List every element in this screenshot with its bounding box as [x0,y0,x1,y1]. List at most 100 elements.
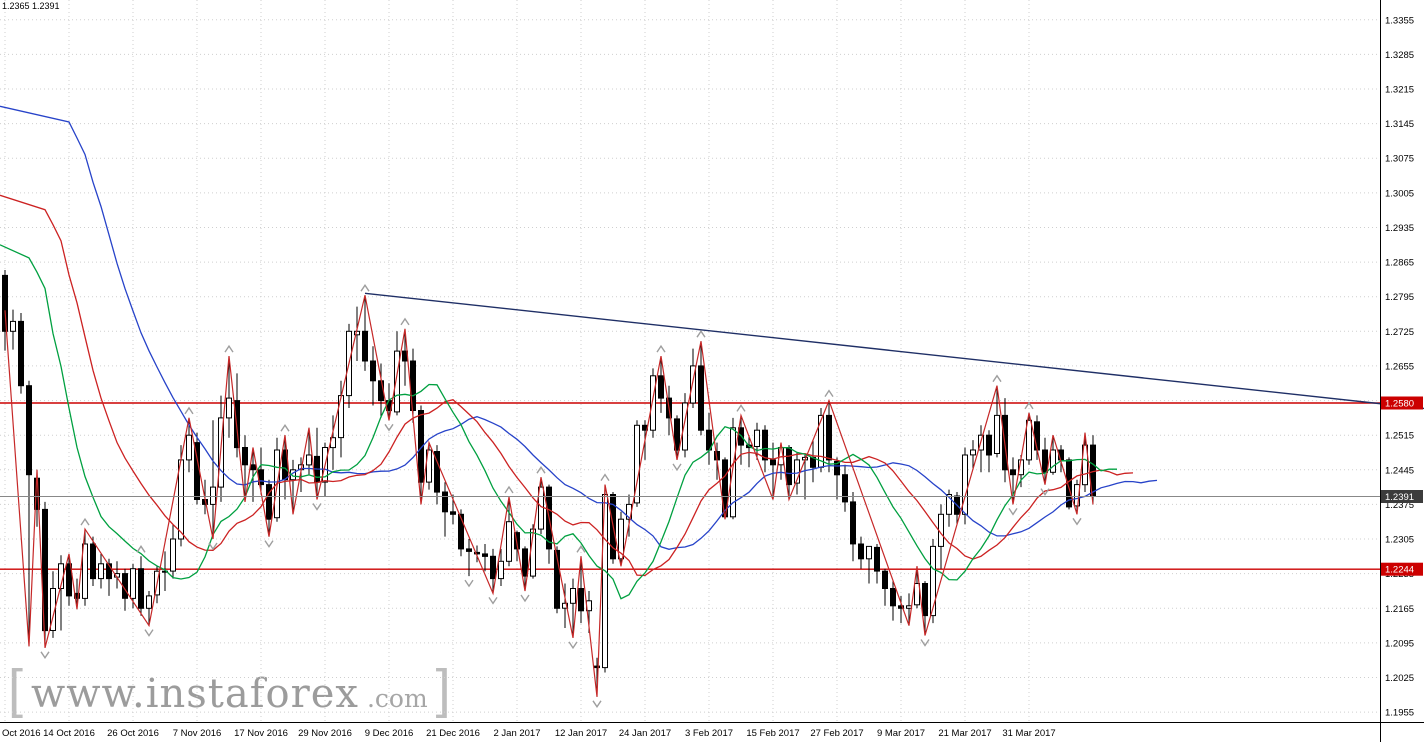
svg-text:1.2244: 1.2244 [1385,565,1414,576]
price-tick-label: 1.2655 [1385,361,1414,372]
price-tick-label: 1.2305 [1385,535,1414,546]
instaforex-watermark: [ www.instaforex .com ] [8,662,451,717]
svg-text:1.2580: 1.2580 [1385,399,1414,410]
candle [1050,435,1056,475]
candle [170,524,176,579]
candle [498,548,504,586]
candle [842,464,848,512]
date-tick-label: 17 Nov 2016 [234,728,288,739]
date-tick-label: 7 Nov 2016 [173,728,222,739]
date-tick-label: 12 Jan 2017 [555,728,607,739]
watermark-open-bracket: [ [8,659,24,719]
candle [1082,432,1088,492]
price-tick-label: 1.2095 [1385,638,1414,649]
price-tick-label: 1.2165 [1385,604,1414,615]
candles-layer [2,270,1096,697]
candle [66,553,72,606]
candle [98,553,104,589]
fractal-up-icon [696,329,706,338]
candle [1026,412,1032,465]
candle [274,437,280,522]
price-tick-label: 1.1955 [1385,708,1414,719]
candle [634,420,640,507]
price-tick-label: 1.3005 [1385,188,1414,199]
candle [650,368,656,438]
date-tick-label: 21 Mar 2017 [938,728,991,739]
candle [50,571,56,638]
fractal-down-icon [208,542,218,551]
date-tick-label: 14 Oct 2016 [43,728,95,739]
fractal-up-icon [536,465,546,474]
candle [386,383,392,421]
candle [682,393,688,458]
candle [882,568,888,606]
watermark-domain: www.instaforex [31,671,359,717]
price-tick-label: 1.3355 [1385,15,1414,26]
fractal-up-icon [184,406,194,415]
candle [242,435,248,502]
fractal-up-icon [224,344,234,353]
candle [970,440,976,470]
candle [522,546,528,591]
candle [738,415,744,465]
candle [874,544,880,584]
candle [306,427,312,475]
candle [466,539,472,577]
date-tick-label: 29 Nov 2016 [298,728,352,739]
candle [186,417,192,473]
svg-text:1.2391: 1.2391 [1385,492,1414,503]
candle [826,400,832,473]
fractal-down-icon [488,597,498,605]
fractal-up-icon [80,517,90,526]
price-tick-label: 1.3285 [1385,50,1414,61]
price-tick-label: 1.3075 [1385,154,1414,165]
date-tick-label: 3 Feb 2017 [685,728,733,739]
price-tick-label: 1.2935 [1385,223,1414,234]
candle [914,566,920,609]
fractal-up-icon [824,389,834,397]
price-tick-label: 1.3145 [1385,119,1414,130]
candle [994,385,1000,458]
fractal-down-icon [1072,517,1082,526]
date-tick-label: 26 Oct 2016 [107,728,159,739]
date-tick-label: 31 Mar 2017 [1002,728,1055,739]
alligator-jaw-line [0,105,1158,550]
candle [442,482,448,537]
candle [858,536,864,569]
price-tick-label: 1.2515 [1385,431,1414,442]
candle [1034,415,1040,460]
level-price-badge: 1.2244 [1381,562,1423,576]
candle [10,309,16,350]
level-price-badge: 1.2580 [1381,396,1423,410]
candle [258,447,264,495]
fractal-up-icon [280,423,290,432]
watermark-tld: .com [366,684,428,713]
fractal-up-icon [360,283,370,292]
fractal-down-icon [40,651,50,660]
fractal-down-icon [1040,488,1050,496]
candle [866,545,872,584]
fractal-down-icon [520,594,530,603]
candle [506,497,512,567]
candle [370,346,376,406]
fractal-up-icon [136,545,146,553]
candle [482,544,488,572]
horizontal-level-lines [0,402,1380,570]
candle [946,489,952,527]
price-tick-label: 1.2375 [1385,500,1414,511]
candle [802,455,808,500]
candle [810,440,816,483]
price-axis[interactable]: 1.19551.20251.20951.21651.22351.23051.23… [1380,0,1415,742]
fractal-up-icon [576,545,586,553]
date-tick-label: 24 Jan 2017 [619,728,671,739]
candle [426,442,432,490]
fractal-up-icon [736,404,746,412]
candle [490,548,496,594]
time-axis[interactable]: Oct 2016 14 Oct 2016 26 Oct 2016 7 Nov 2016… [0,722,1424,740]
fractal-up-icon [504,485,514,494]
fractal-up-icon [1024,401,1034,410]
candle [434,445,440,505]
candle [850,492,856,562]
